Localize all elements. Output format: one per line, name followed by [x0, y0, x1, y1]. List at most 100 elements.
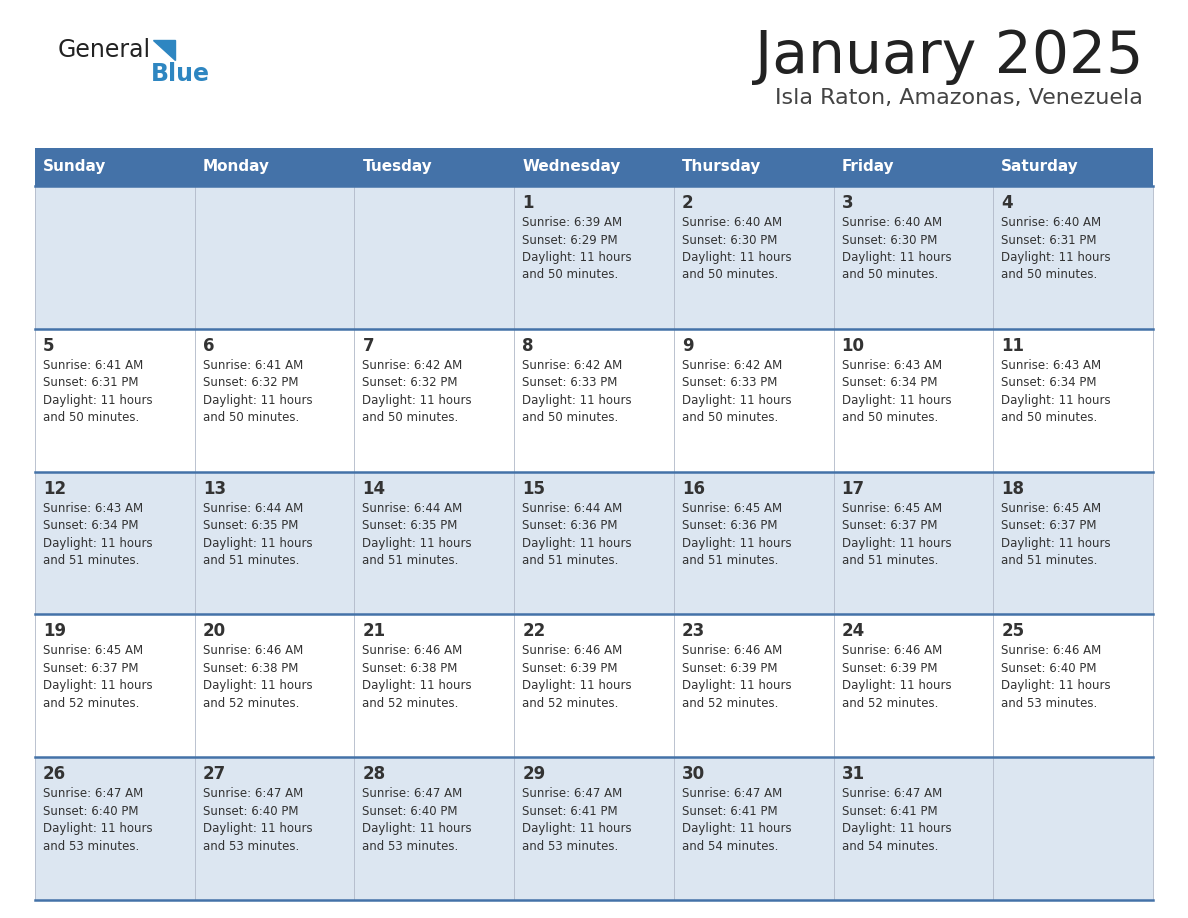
- Text: Daylight: 11 hours: Daylight: 11 hours: [362, 537, 472, 550]
- Text: Sunset: 6:35 PM: Sunset: 6:35 PM: [203, 519, 298, 532]
- Text: Sunset: 6:40 PM: Sunset: 6:40 PM: [1001, 662, 1097, 675]
- Text: Sunset: 6:41 PM: Sunset: 6:41 PM: [841, 805, 937, 818]
- Text: Daylight: 11 hours: Daylight: 11 hours: [523, 251, 632, 264]
- Text: Sunset: 6:40 PM: Sunset: 6:40 PM: [362, 805, 457, 818]
- Text: and 53 minutes.: and 53 minutes.: [523, 840, 619, 853]
- Bar: [34, 186, 1154, 329]
- Text: and 54 minutes.: and 54 minutes.: [682, 840, 778, 853]
- Text: Sunrise: 6:45 AM: Sunrise: 6:45 AM: [682, 501, 782, 515]
- Text: Sunset: 6:29 PM: Sunset: 6:29 PM: [523, 233, 618, 247]
- Text: Saturday: Saturday: [1001, 160, 1079, 174]
- Text: Sunrise: 6:41 AM: Sunrise: 6:41 AM: [43, 359, 144, 372]
- Text: 25: 25: [1001, 622, 1024, 641]
- Bar: [674, 148, 834, 186]
- Text: Sunrise: 6:47 AM: Sunrise: 6:47 AM: [203, 788, 303, 800]
- Text: 8: 8: [523, 337, 533, 354]
- Text: Sunset: 6:40 PM: Sunset: 6:40 PM: [43, 805, 139, 818]
- Text: Sunrise: 6:42 AM: Sunrise: 6:42 AM: [523, 359, 623, 372]
- Text: Sunset: 6:37 PM: Sunset: 6:37 PM: [841, 519, 937, 532]
- Text: Sunrise: 6:44 AM: Sunrise: 6:44 AM: [203, 501, 303, 515]
- Text: Sunrise: 6:42 AM: Sunrise: 6:42 AM: [362, 359, 462, 372]
- Text: Sunset: 6:36 PM: Sunset: 6:36 PM: [682, 519, 777, 532]
- Text: 27: 27: [203, 766, 226, 783]
- Text: 9: 9: [682, 337, 694, 354]
- Text: January 2025: January 2025: [754, 28, 1143, 85]
- Text: Sunday: Sunday: [43, 160, 107, 174]
- Text: Sunset: 6:32 PM: Sunset: 6:32 PM: [362, 376, 457, 389]
- Text: Friday: Friday: [841, 160, 895, 174]
- Text: 30: 30: [682, 766, 704, 783]
- Text: and 51 minutes.: and 51 minutes.: [841, 554, 939, 567]
- Text: Daylight: 11 hours: Daylight: 11 hours: [841, 679, 952, 692]
- Text: 12: 12: [43, 479, 67, 498]
- Text: Sunrise: 6:46 AM: Sunrise: 6:46 AM: [841, 644, 942, 657]
- Text: Sunrise: 6:42 AM: Sunrise: 6:42 AM: [682, 359, 782, 372]
- Text: Sunset: 6:38 PM: Sunset: 6:38 PM: [362, 662, 457, 675]
- Text: and 50 minutes.: and 50 minutes.: [682, 268, 778, 282]
- Text: General: General: [58, 38, 151, 62]
- Text: Daylight: 11 hours: Daylight: 11 hours: [841, 251, 952, 264]
- Text: Sunrise: 6:40 AM: Sunrise: 6:40 AM: [682, 216, 782, 229]
- Text: Sunrise: 6:47 AM: Sunrise: 6:47 AM: [682, 788, 782, 800]
- Text: Sunrise: 6:41 AM: Sunrise: 6:41 AM: [203, 359, 303, 372]
- Text: Daylight: 11 hours: Daylight: 11 hours: [1001, 394, 1111, 407]
- Text: and 50 minutes.: and 50 minutes.: [682, 411, 778, 424]
- Bar: [514, 148, 674, 186]
- Bar: [34, 614, 1154, 757]
- Text: Sunrise: 6:40 AM: Sunrise: 6:40 AM: [1001, 216, 1101, 229]
- Text: Monday: Monday: [203, 160, 270, 174]
- Text: 15: 15: [523, 479, 545, 498]
- Text: Sunset: 6:31 PM: Sunset: 6:31 PM: [43, 376, 139, 389]
- Text: and 50 minutes.: and 50 minutes.: [1001, 268, 1098, 282]
- Text: and 53 minutes.: and 53 minutes.: [1001, 697, 1098, 710]
- Text: Daylight: 11 hours: Daylight: 11 hours: [203, 394, 312, 407]
- Text: Sunrise: 6:47 AM: Sunrise: 6:47 AM: [43, 788, 144, 800]
- Text: Daylight: 11 hours: Daylight: 11 hours: [682, 251, 791, 264]
- Text: 5: 5: [43, 337, 55, 354]
- Text: Daylight: 11 hours: Daylight: 11 hours: [43, 679, 152, 692]
- Text: Daylight: 11 hours: Daylight: 11 hours: [362, 823, 472, 835]
- Text: and 51 minutes.: and 51 minutes.: [1001, 554, 1098, 567]
- Text: Daylight: 11 hours: Daylight: 11 hours: [1001, 679, 1111, 692]
- Text: Daylight: 11 hours: Daylight: 11 hours: [841, 394, 952, 407]
- Text: Sunset: 6:30 PM: Sunset: 6:30 PM: [841, 233, 937, 247]
- Text: and 51 minutes.: and 51 minutes.: [523, 554, 619, 567]
- Text: Sunset: 6:41 PM: Sunset: 6:41 PM: [682, 805, 777, 818]
- Text: and 53 minutes.: and 53 minutes.: [43, 840, 139, 853]
- Text: Sunset: 6:39 PM: Sunset: 6:39 PM: [682, 662, 777, 675]
- Text: Isla Raton, Amazonas, Venezuela: Isla Raton, Amazonas, Venezuela: [775, 88, 1143, 108]
- Text: 23: 23: [682, 622, 706, 641]
- Text: and 52 minutes.: and 52 minutes.: [43, 697, 139, 710]
- Text: 24: 24: [841, 622, 865, 641]
- Bar: [195, 148, 354, 186]
- Text: 19: 19: [43, 622, 67, 641]
- Polygon shape: [153, 40, 175, 60]
- Text: Daylight: 11 hours: Daylight: 11 hours: [523, 823, 632, 835]
- Text: 6: 6: [203, 337, 214, 354]
- Text: Daylight: 11 hours: Daylight: 11 hours: [682, 679, 791, 692]
- Text: and 51 minutes.: and 51 minutes.: [203, 554, 299, 567]
- Text: Daylight: 11 hours: Daylight: 11 hours: [841, 537, 952, 550]
- Text: Sunset: 6:38 PM: Sunset: 6:38 PM: [203, 662, 298, 675]
- Text: Sunset: 6:37 PM: Sunset: 6:37 PM: [1001, 519, 1097, 532]
- Bar: [834, 148, 993, 186]
- Text: and 51 minutes.: and 51 minutes.: [43, 554, 139, 567]
- Text: and 52 minutes.: and 52 minutes.: [203, 697, 299, 710]
- Text: Sunrise: 6:46 AM: Sunrise: 6:46 AM: [203, 644, 303, 657]
- Text: and 50 minutes.: and 50 minutes.: [43, 411, 139, 424]
- Text: Sunrise: 6:46 AM: Sunrise: 6:46 AM: [362, 644, 462, 657]
- Text: 10: 10: [841, 337, 865, 354]
- Text: Sunrise: 6:46 AM: Sunrise: 6:46 AM: [682, 644, 782, 657]
- Text: Daylight: 11 hours: Daylight: 11 hours: [203, 537, 312, 550]
- Text: Daylight: 11 hours: Daylight: 11 hours: [682, 823, 791, 835]
- Text: Wednesday: Wednesday: [523, 160, 620, 174]
- Text: 7: 7: [362, 337, 374, 354]
- Text: Blue: Blue: [151, 62, 210, 86]
- Text: and 50 minutes.: and 50 minutes.: [841, 268, 937, 282]
- Text: 18: 18: [1001, 479, 1024, 498]
- Text: and 50 minutes.: and 50 minutes.: [523, 268, 619, 282]
- Text: and 52 minutes.: and 52 minutes.: [362, 697, 459, 710]
- Text: Daylight: 11 hours: Daylight: 11 hours: [1001, 537, 1111, 550]
- Text: Sunset: 6:31 PM: Sunset: 6:31 PM: [1001, 233, 1097, 247]
- Bar: [34, 329, 1154, 472]
